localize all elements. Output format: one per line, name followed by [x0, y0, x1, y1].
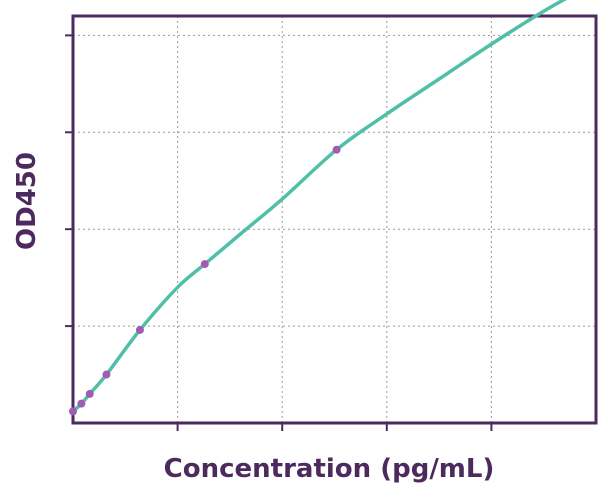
grid: [65, 16, 596, 431]
data-point-5: [135, 325, 144, 334]
data-point-2: [77, 399, 86, 408]
data-points: [69, 145, 341, 416]
data-point-3: [85, 389, 94, 398]
fit-curve: [71, 0, 567, 414]
data-point-1: [69, 407, 77, 416]
data-point-6: [200, 260, 209, 269]
y-axis-label: OD450: [12, 152, 42, 250]
x-axis-label: Concentration (pg/mL): [164, 454, 495, 484]
data-point-4: [102, 370, 111, 379]
plot-frame: [71, 14, 598, 425]
data-point-7: [332, 145, 341, 154]
